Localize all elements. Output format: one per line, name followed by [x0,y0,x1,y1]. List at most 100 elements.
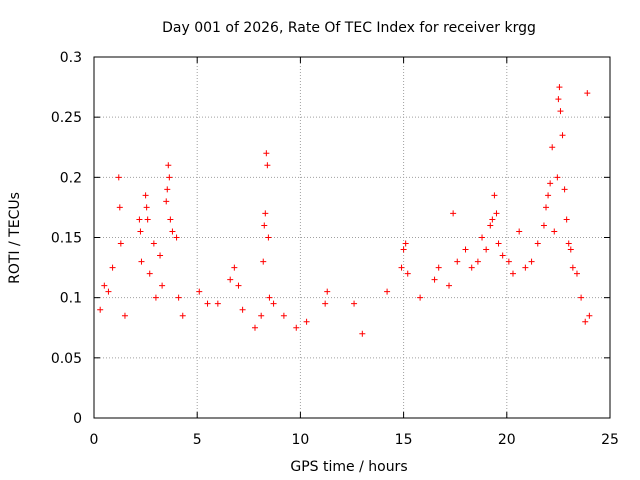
data-point [543,204,550,211]
x-tick-label: 10 [291,432,309,448]
data-point [167,216,174,223]
data-point [175,294,182,301]
data-point [169,228,176,235]
data-point [266,294,273,301]
data-point [261,222,268,229]
data-point [101,282,108,289]
data-point [578,294,585,301]
data-point [555,96,562,103]
data-point [159,282,166,289]
chart-title: Day 001 of 2026, Rate Of TEC Index for r… [162,20,536,36]
data-point [351,300,358,307]
data-point [431,276,438,283]
data-point [569,264,576,271]
data-point [239,306,246,313]
x-tick-label: 20 [498,432,516,448]
data-point [384,288,391,295]
data-point [303,318,310,325]
grid-lines [94,57,610,418]
data-point [435,264,442,271]
data-point [462,246,469,253]
data-point [146,270,153,277]
x-tick-label: 15 [395,432,413,448]
data-point [551,228,558,235]
x-tick-label: 0 [90,432,99,448]
data-point [116,204,123,211]
data-point [157,252,164,259]
data-point [450,210,457,217]
data-point [144,216,151,223]
data-point [251,324,258,331]
data-point [235,282,242,289]
data-point [179,312,186,319]
data-point [491,192,498,199]
data-point [137,228,144,235]
data-point [495,240,502,247]
data-point [264,162,271,169]
data-point [505,258,512,265]
data-point [573,270,580,277]
data-point [499,252,506,259]
data-point [545,192,552,199]
data-point [487,222,494,229]
x-tick-label: 5 [193,432,202,448]
y-tick-label: 0.1 [60,291,82,307]
data-point [143,204,150,211]
data-point [263,150,270,157]
data-point [117,240,124,247]
data-point [516,228,523,235]
data-point [163,198,170,205]
data-point [402,240,409,247]
x-tick-label: 25 [601,432,619,448]
data-point [540,222,547,229]
data-point [293,324,300,331]
data-point [260,258,267,265]
data-point [105,288,112,295]
data-point [468,264,475,271]
data-point [489,216,496,223]
data-point [586,312,593,319]
y-axis-label: ROTI / TECUs [7,192,23,284]
data-point [483,246,490,253]
y-tick-label: 0.3 [60,50,82,66]
axis-ticks: 0 5 10 15 20 25 0 0.05 0.1 0.15 0.2 0.25 0.3 [51,50,619,448]
y-tick-label: 0.15 [51,231,82,247]
data-point [398,264,405,271]
data-point [454,258,461,265]
data-point [582,318,589,325]
data-point [204,300,211,307]
data-point [173,234,180,241]
data-point [547,180,554,187]
data-point [109,264,116,271]
data-point [561,186,568,193]
data-point [509,270,516,277]
data-point [142,192,149,199]
data-point [404,270,411,277]
data-point [493,210,500,217]
data-point [359,330,366,337]
data-point [262,210,269,217]
data-point [214,300,221,307]
data-point [322,300,329,307]
data-point [528,258,535,265]
data-point [549,144,556,151]
data-point [164,186,171,193]
y-tick-label: 0.05 [51,351,82,367]
data-point [567,246,574,253]
data-point [196,288,203,295]
data-point [152,294,159,301]
data-point [97,306,104,313]
data-point [138,258,145,265]
y-tick-label: 0.2 [60,170,82,186]
data-point [417,294,424,301]
data-point [584,90,591,97]
data-point [280,312,287,319]
data-point [556,84,563,91]
data-point [400,246,407,253]
data-point [115,174,122,181]
data-point [534,240,541,247]
data-points [97,84,593,337]
data-point [121,312,128,319]
data-point [474,258,481,265]
